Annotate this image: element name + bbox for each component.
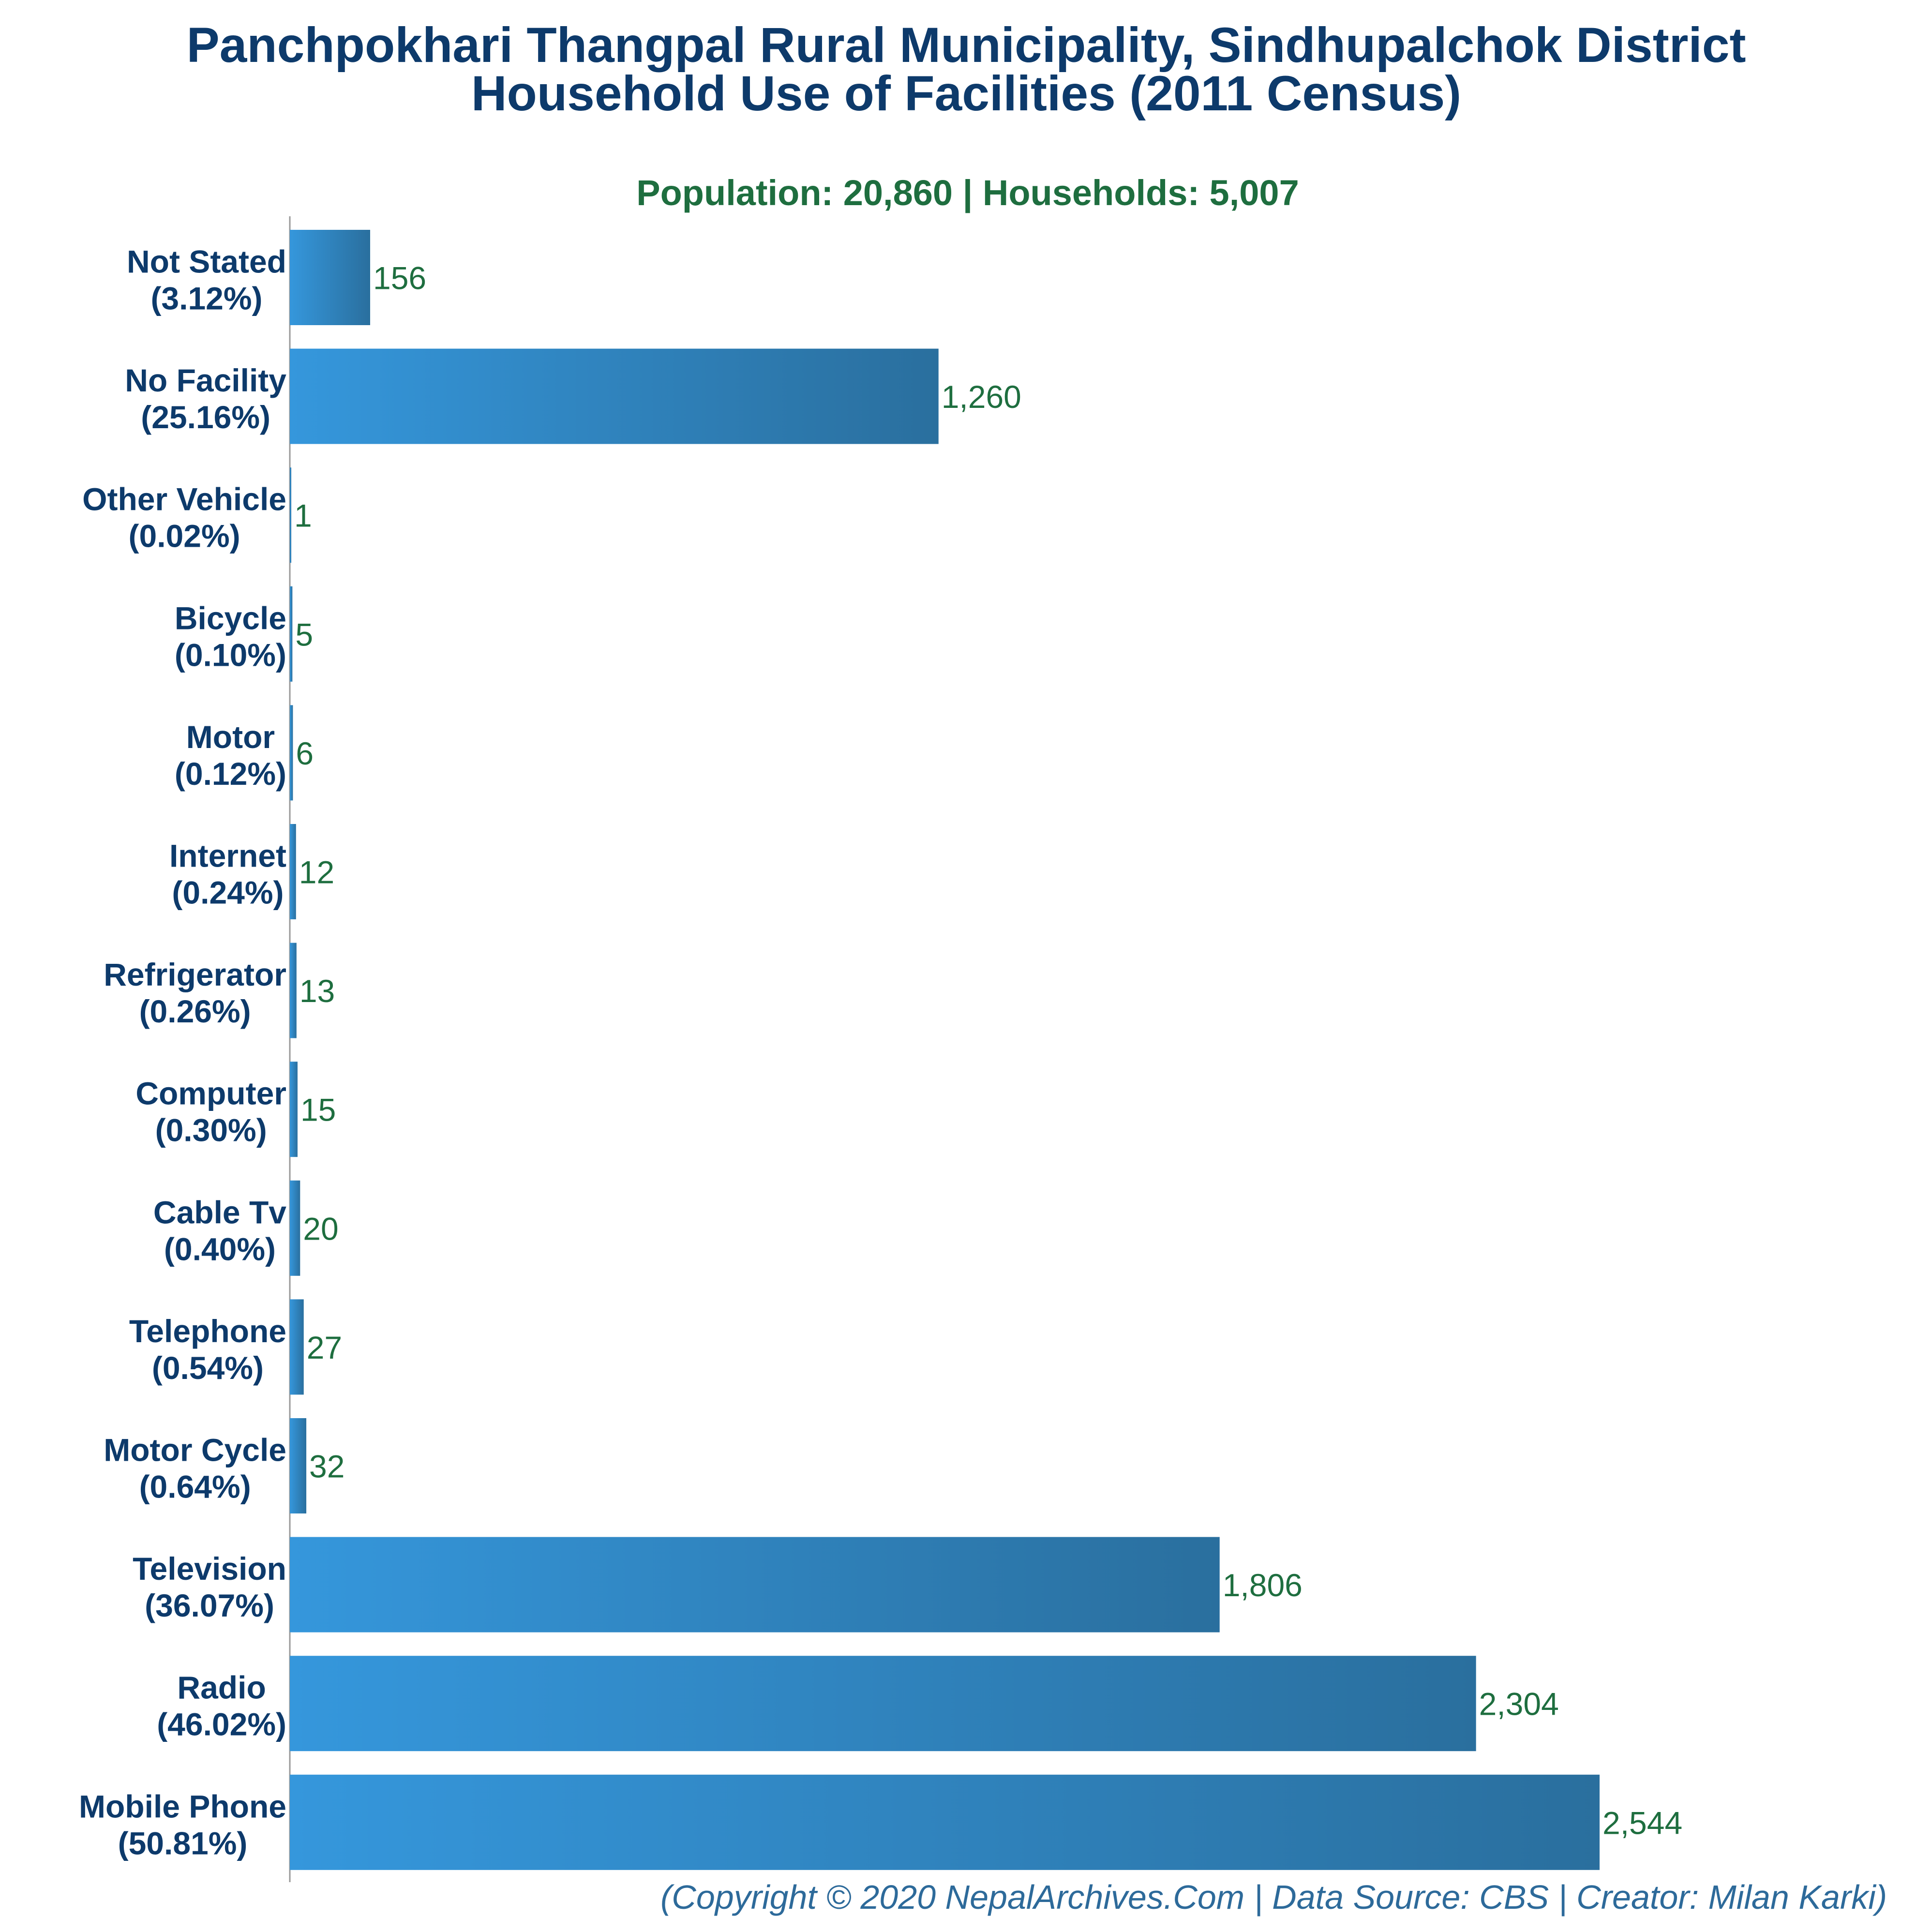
category-percent: (50.81%) (118, 1825, 248, 1861)
bars-group (290, 230, 1600, 1870)
bar-motor-cycle (290, 1418, 307, 1513)
category-label: Cable Tv(0.40%) (153, 1194, 286, 1267)
category-label: Other Vehicle(0.02%) (82, 481, 286, 554)
value-label: 6 (296, 735, 314, 771)
category-name: Telephone (129, 1313, 286, 1349)
category-percent: (36.07%) (145, 1588, 274, 1623)
chart-subtitle: Population: 20,860 | Households: 5,007 (636, 173, 1299, 213)
bar-television (290, 1537, 1220, 1632)
category-percent: (0.10%) (175, 637, 286, 673)
category-name: No Facility (125, 362, 286, 398)
value-label: 1,806 (1223, 1567, 1303, 1603)
category-label: Television(36.07%) (133, 1551, 286, 1623)
value-label: 20 (303, 1211, 338, 1246)
bar-motor (290, 705, 293, 801)
category-name: Internet (169, 838, 286, 874)
bar-mobile-phone (290, 1774, 1600, 1870)
category-name: Cable Tv (153, 1194, 286, 1230)
value-label: 12 (299, 854, 334, 890)
category-percent: (0.30%) (155, 1112, 267, 1148)
category-percent: (0.24%) (172, 875, 284, 911)
category-percent: (0.54%) (152, 1350, 264, 1386)
bar-internet (290, 824, 296, 919)
bar-no-facility (290, 348, 939, 444)
category-label: No Facility(25.16%) (125, 362, 286, 435)
value-label: 2,304 (1479, 1686, 1559, 1722)
value-label: 13 (300, 973, 335, 1009)
category-percent: (3.12%) (150, 281, 262, 316)
chart-footer: (Copyright © 2020 NepalArchives.Com | Da… (660, 1878, 1887, 1917)
value-label: 2,544 (1603, 1805, 1682, 1841)
bar-bicycle (290, 586, 293, 682)
category-label: Computer(0.30%) (135, 1076, 286, 1148)
category-name: Television (133, 1551, 286, 1587)
bar-refrigerator (290, 943, 297, 1038)
value-label: 5 (295, 616, 313, 652)
category-percent: (0.40%) (164, 1231, 276, 1267)
value-label: 15 (300, 1092, 336, 1128)
value-label: 1,260 (942, 379, 1021, 415)
category-label: Bicycle(0.10%) (175, 600, 286, 673)
category-name: Bicycle (175, 600, 286, 636)
category-name: Other Vehicle (82, 481, 286, 517)
chart-title: Panchpokhari Thangpal Rural Municipality… (187, 17, 1746, 73)
value-label: 156 (373, 260, 426, 296)
category-labels-group: Not Stated(3.12%) No Facility(25.16%) Othe… (79, 244, 286, 1861)
category-label: Radio(46.02%) (157, 1670, 286, 1742)
category-label: Refrigerator(0.26%) (104, 957, 286, 1029)
bar-radio (290, 1656, 1476, 1752)
category-percent: (0.64%) (139, 1469, 251, 1505)
category-label: Internet(0.24%) (169, 838, 286, 911)
category-percent: (0.02%) (129, 518, 240, 554)
bar-other-vehicle (290, 467, 291, 563)
value-label: 1 (294, 498, 312, 534)
category-name: Not Stated (127, 244, 286, 280)
category-name: Mobile Phone (79, 1788, 286, 1824)
category-label: Not Stated(3.12%) (127, 244, 286, 316)
value-label: 32 (309, 1449, 344, 1484)
chart-title-line2: Household Use of Facilities (2011 Census… (471, 66, 1461, 121)
category-label: Mobile Phone(50.81%) (79, 1788, 286, 1861)
category-label: Motor(0.12%) (175, 719, 286, 792)
bar-cable-tv (290, 1180, 300, 1276)
bar-computer (290, 1062, 298, 1157)
bar-not-stated (290, 230, 370, 325)
category-percent: (25.16%) (141, 399, 270, 435)
category-name: Radio (177, 1670, 266, 1706)
category-label: Motor Cycle(0.64%) (104, 1432, 286, 1505)
value-label: 27 (307, 1330, 342, 1365)
category-name: Refrigerator (104, 957, 286, 992)
category-name: Motor (186, 719, 275, 755)
category-percent: (0.12%) (175, 756, 286, 792)
category-name: Motor Cycle (104, 1432, 286, 1468)
category-percent: (0.26%) (139, 993, 251, 1029)
category-label: Telephone(0.54%) (129, 1313, 286, 1386)
category-percent: (46.02%) (157, 1707, 286, 1742)
bar-telephone (290, 1299, 304, 1395)
category-name: Computer (135, 1076, 286, 1111)
